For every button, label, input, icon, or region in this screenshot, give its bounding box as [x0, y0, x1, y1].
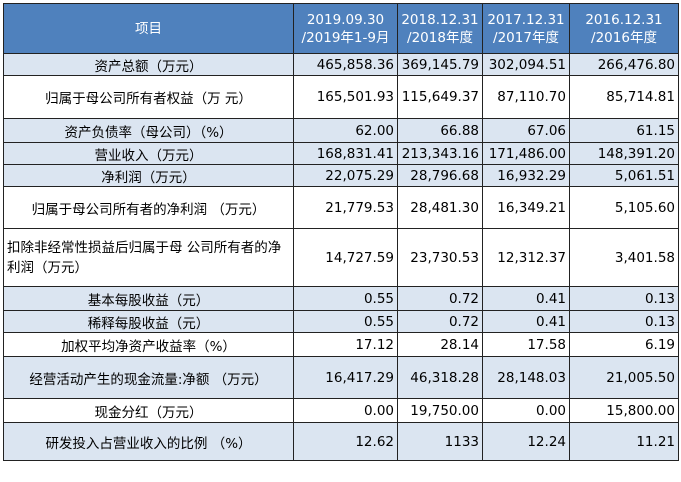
row-label: 归属于母公司所有者的净利润 （万元） [3, 186, 294, 229]
cell-value: 62.00 [293, 118, 398, 143]
cell-value: 115,649.37 [397, 75, 483, 119]
cell-value: 0.41 [482, 286, 570, 311]
row-label: 营业收入（万元） [3, 142, 294, 165]
cell-value: 28,481.30 [397, 186, 483, 229]
cell-value: 61.15 [569, 118, 679, 143]
cell-value: 5,105.60 [569, 186, 679, 229]
header-period-2018-date: 2018.12.31 [401, 11, 479, 28]
header-period-2018: 2018.12.31 /2018年度 [397, 3, 483, 54]
cell-value: 0.13 [569, 310, 679, 333]
table-row: 扣除非经常性损益后归属于母 公司所有者的净利润（万元） 14,727.59 23… [3, 228, 679, 287]
header-period-2019: 2019.09.30 /2019年1-9月 [293, 3, 398, 54]
cell-value: 16,932.29 [482, 164, 570, 187]
cell-value: 16,417.29 [293, 356, 398, 399]
row-label: 归属于母公司所有者权益（万 元） [3, 75, 294, 119]
cell-value: 0.00 [293, 398, 398, 423]
table-row: 研发投入占营业收入的比例 （%） 12.62 1133 12.24 11.21 [3, 422, 679, 461]
cell-value: 0.72 [397, 286, 483, 311]
table-row: 现金分红（万元） 0.00 19,750.00 0.00 15,800.00 [3, 398, 679, 423]
table-row: 基本每股收益（元） 0.55 0.72 0.41 0.13 [3, 286, 679, 311]
cell-value: 0.55 [293, 310, 398, 333]
row-label: 资产总额（万元） [3, 53, 294, 76]
cell-value: 12.24 [482, 422, 570, 461]
cell-value: 28.14 [397, 332, 483, 357]
cell-value: 5,061.51 [569, 164, 679, 187]
cell-value: 17.12 [293, 332, 398, 357]
table-row: 营业收入（万元） 168,831.41 213,343.16 171,486.0… [3, 142, 679, 165]
header-period-2017-range: /2017年度 [493, 29, 559, 46]
cell-value: 148,391.20 [569, 142, 679, 165]
table-row: 加权平均净资产收益率（%） 17.12 28.14 17.58 6.19 [3, 332, 679, 357]
row-label: 加权平均净资产收益率（%） [3, 332, 294, 357]
header-period-2019-date: 2019.09.30 [306, 11, 385, 28]
header-period-2017: 2017.12.31 /2017年度 [482, 3, 570, 54]
row-label: 经营活动产生的现金流量:净额 （万元） [3, 356, 294, 399]
financial-summary-table: 项目 2019.09.30 /2019年1-9月 2018.12.31 /201… [3, 3, 679, 461]
cell-value: 46,318.28 [397, 356, 483, 399]
cell-value: 0.41 [482, 310, 570, 333]
cell-value: 15,800.00 [569, 398, 679, 423]
table-row: 经营活动产生的现金流量:净额 （万元） 16,417.29 46,318.28 … [3, 356, 679, 399]
cell-value: 14,727.59 [293, 228, 398, 287]
cell-value: 168,831.41 [293, 142, 398, 165]
table-row: 归属于母公司所有者的净利润 （万元） 21,779.53 28,481.30 1… [3, 186, 679, 229]
table-row: 归属于母公司所有者权益（万 元） 165,501.93 115,649.37 8… [3, 75, 679, 119]
header-period-2018-range: /2018年度 [407, 29, 473, 46]
cell-value: 6.19 [569, 332, 679, 357]
cell-value: 21,779.53 [293, 186, 398, 229]
cell-value: 66.88 [397, 118, 483, 143]
row-label: 研发投入占营业收入的比例 （%） [3, 422, 294, 461]
cell-value: 28,796.68 [397, 164, 483, 187]
cell-value: 21,005.50 [569, 356, 679, 399]
cell-value: 266,476.80 [569, 53, 679, 76]
header-period-2019-range: /2019年1-9月 [301, 29, 390, 46]
cell-value: 0.00 [482, 398, 570, 423]
row-label: 资产负债率（母公司）（%） [3, 118, 294, 143]
cell-value: 213,343.16 [397, 142, 483, 165]
cell-value: 465,858.36 [293, 53, 398, 76]
header-period-2016: 2016.12.31 /2016年度 [569, 3, 679, 54]
table-row: 资产负债率（母公司）（%） 62.00 66.88 67.06 61.15 [3, 118, 679, 143]
cell-value: 171,486.00 [482, 142, 570, 165]
cell-value: 1133 [397, 422, 483, 461]
cell-value: 23,730.53 [397, 228, 483, 287]
header-period-2016-date: 2016.12.31 [585, 11, 663, 28]
cell-value: 16,349.21 [482, 186, 570, 229]
cell-value: 87,110.70 [482, 75, 570, 119]
cell-value: 165,501.93 [293, 75, 398, 119]
header-row: 项目 2019.09.30 /2019年1-9月 2018.12.31 /201… [3, 3, 679, 54]
header-item: 项目 [3, 3, 294, 54]
cell-value: 17.58 [482, 332, 570, 357]
row-label: 扣除非经常性损益后归属于母 公司所有者的净利润（万元） [3, 228, 294, 287]
cell-value: 3,401.58 [569, 228, 679, 287]
cell-value: 12.62 [293, 422, 398, 461]
row-label: 净利润（万元） [3, 164, 294, 187]
table-row: 资产总额（万元） 465,858.36 369,145.79 302,094.5… [3, 53, 679, 76]
cell-value: 0.13 [569, 286, 679, 311]
header-period-2016-range: /2016年度 [591, 29, 657, 46]
row-label: 现金分红（万元） [3, 398, 294, 423]
table-row: 稀释每股收益（元） 0.55 0.72 0.41 0.13 [3, 310, 679, 333]
table-row: 净利润（万元） 22,075.29 28,796.68 16,932.29 5,… [3, 164, 679, 187]
cell-value: 12,312.37 [482, 228, 570, 287]
cell-value: 369,145.79 [397, 53, 483, 76]
row-label: 基本每股收益（元） [3, 286, 294, 311]
cell-value: 85,714.81 [569, 75, 679, 119]
cell-value: 22,075.29 [293, 164, 398, 187]
cell-value: 0.72 [397, 310, 483, 333]
cell-value: 0.55 [293, 286, 398, 311]
header-period-2017-date: 2017.12.31 [487, 11, 565, 28]
row-label: 稀释每股收益（元） [3, 310, 294, 333]
cell-value: 67.06 [482, 118, 570, 143]
cell-value: 302,094.51 [482, 53, 570, 76]
cell-value: 19,750.00 [397, 398, 483, 423]
cell-value: 28,148.03 [482, 356, 570, 399]
cell-value: 11.21 [569, 422, 679, 461]
